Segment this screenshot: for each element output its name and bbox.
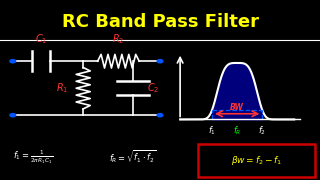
Circle shape — [157, 114, 163, 117]
Circle shape — [10, 60, 16, 63]
FancyBboxPatch shape — [198, 144, 315, 177]
Text: $f_2$: $f_2$ — [258, 125, 266, 137]
Circle shape — [10, 114, 16, 117]
Text: $f_R = \sqrt{f_1 \cdot f_2}$: $f_R = \sqrt{f_1 \cdot f_2}$ — [109, 148, 156, 165]
Text: BW: BW — [230, 102, 244, 111]
Text: $f_1 = \frac{1}{2\pi R_1 C_1}$: $f_1 = \frac{1}{2\pi R_1 C_1}$ — [13, 148, 53, 166]
Text: $R_1$: $R_1$ — [56, 81, 68, 95]
Text: $R_2$: $R_2$ — [112, 32, 124, 46]
Text: $C_2$: $C_2$ — [148, 81, 160, 95]
Text: $\beta w = f_2 - f_1$: $\beta w = f_2 - f_1$ — [231, 154, 283, 167]
Text: $C_1$: $C_1$ — [35, 32, 47, 46]
Text: RC Band Pass Filter: RC Band Pass Filter — [61, 13, 259, 31]
Circle shape — [157, 60, 163, 63]
Text: $f_1$: $f_1$ — [208, 125, 216, 137]
Text: $f_R$: $f_R$ — [233, 125, 241, 137]
